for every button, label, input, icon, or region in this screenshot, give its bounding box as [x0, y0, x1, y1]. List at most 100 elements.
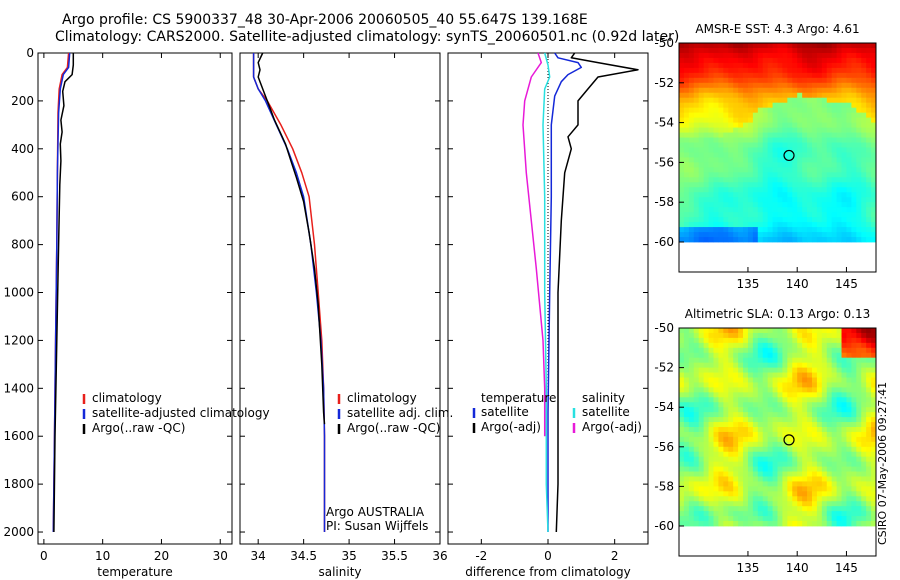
heatmap-cell [679, 137, 685, 143]
heatmap-cell [747, 132, 754, 138]
heatmap-cell [787, 337, 793, 344]
heatmap-cell [747, 342, 754, 349]
heatmap-cell [772, 491, 778, 497]
heatmap-cell [728, 431, 734, 438]
heatmap-cell [679, 77, 685, 84]
heatmap-cell [757, 137, 764, 143]
heatmap-cell [846, 451, 852, 458]
heatmap-cell [683, 501, 690, 507]
heatmap-cell [752, 202, 759, 208]
heatmap-cell [733, 476, 739, 482]
heatmap-cell [861, 328, 867, 334]
x-tick-label: 135 [736, 561, 759, 575]
heatmap-cell [713, 461, 719, 467]
heatmap-cell [821, 342, 828, 349]
heatmap-cell [851, 382, 857, 388]
heatmap-cell [861, 397, 867, 403]
heatmap-cell [811, 97, 818, 104]
heatmap-cell [762, 461, 769, 467]
heatmap-cell [723, 177, 729, 183]
heatmap-cell [679, 52, 685, 59]
heatmap-cell [836, 212, 842, 218]
heatmap-cell [747, 182, 754, 188]
heatmap-cell [787, 82, 793, 89]
heatmap-cell [762, 102, 769, 109]
heatmap-cell [679, 97, 685, 104]
heatmap-cell [856, 476, 862, 482]
heatmap-cell [757, 62, 764, 69]
heatmap-cell [871, 137, 877, 143]
heatmap-cell [718, 192, 724, 198]
heatmap-cell [703, 217, 709, 223]
heatmap-cell [698, 337, 705, 344]
heatmap-cell [683, 192, 690, 198]
heatmap-cell [728, 177, 734, 183]
heatmap-cell [782, 227, 788, 233]
heatmap-cell [767, 157, 773, 163]
heatmap-cell [752, 52, 759, 59]
heatmap-cell [693, 177, 700, 183]
heatmap-cell [713, 431, 719, 438]
heatmap-cell [698, 427, 705, 433]
heatmap-cell [777, 402, 783, 408]
x-tick-label: 135 [736, 277, 759, 291]
heatmap-cell [718, 142, 724, 148]
heatmap-cell [767, 217, 773, 223]
heatmap-cell [816, 436, 823, 443]
heatmap-cell [693, 117, 700, 124]
heatmap-cell [733, 62, 739, 69]
heatmap-cell [797, 491, 803, 497]
heatmap-cell [743, 427, 749, 433]
heatmap-cell [831, 402, 837, 408]
heatmap-cell [757, 516, 764, 522]
heatmap-cell [738, 217, 744, 223]
heatmap-cell [841, 392, 847, 398]
heatmap-cell [846, 157, 852, 163]
heatmap-cell [831, 192, 837, 198]
heatmap-cell [856, 392, 862, 398]
heatmap-cell [846, 407, 852, 413]
heatmap-cell [826, 202, 833, 208]
heatmap-cell [811, 461, 818, 467]
heatmap-cell [698, 227, 705, 233]
heatmap-cell [762, 392, 769, 398]
heatmap-cell [713, 47, 719, 54]
heatmap-cell [708, 328, 714, 334]
heatmap-cell [767, 167, 773, 173]
heatmap-cell [792, 197, 798, 203]
heatmap-cell [831, 486, 837, 492]
heatmap-cell [851, 172, 857, 178]
y-tick-label: -54 [654, 400, 674, 414]
heatmap-cell [831, 142, 837, 148]
heatmap-cell [693, 157, 700, 163]
heatmap-cell [757, 172, 764, 178]
heatmap-cell [807, 217, 813, 223]
heatmap-cell [782, 152, 788, 158]
heatmap-cell [679, 67, 685, 74]
heatmap-cell [836, 202, 842, 208]
heatmap-cell [856, 237, 862, 243]
heatmap-cell [767, 506, 773, 512]
heatmap-cell [703, 407, 709, 413]
heatmap-cell [831, 417, 837, 423]
heatmap-cell [807, 387, 813, 393]
heatmap-cell [752, 157, 759, 163]
heatmap-cell [688, 342, 695, 349]
heatmap-cell [807, 237, 813, 243]
heatmap-cell [802, 501, 808, 507]
heatmap-cell [777, 328, 783, 334]
heatmap-cell [693, 427, 700, 433]
heatmap-cell [723, 496, 729, 502]
heatmap-cell [762, 77, 769, 84]
heatmap-cell [683, 207, 690, 213]
heatmap-cell [723, 357, 729, 364]
heatmap-cell [787, 62, 793, 69]
heatmap-cell [826, 481, 833, 487]
heatmap-cell [866, 217, 872, 223]
heatmap-cell [871, 102, 877, 109]
heatmap-cell [743, 142, 749, 148]
heatmap-cell [831, 436, 837, 443]
heatmap-cell [841, 481, 847, 487]
heatmap-cell [713, 227, 719, 233]
heatmap-cell [856, 232, 862, 238]
